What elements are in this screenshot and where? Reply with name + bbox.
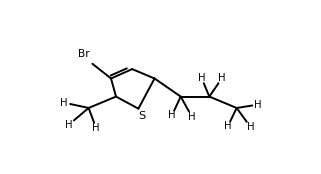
Text: S: S bbox=[138, 111, 146, 121]
Text: H: H bbox=[60, 98, 67, 108]
Text: H: H bbox=[254, 100, 262, 110]
Text: H: H bbox=[92, 123, 100, 133]
Text: H: H bbox=[188, 112, 195, 122]
Text: H: H bbox=[65, 120, 73, 130]
Text: H: H bbox=[218, 73, 225, 84]
Text: H: H bbox=[224, 121, 232, 131]
Text: H: H bbox=[198, 73, 205, 84]
Text: H: H bbox=[247, 122, 254, 132]
Text: H: H bbox=[168, 110, 176, 120]
Text: Br: Br bbox=[78, 49, 90, 59]
